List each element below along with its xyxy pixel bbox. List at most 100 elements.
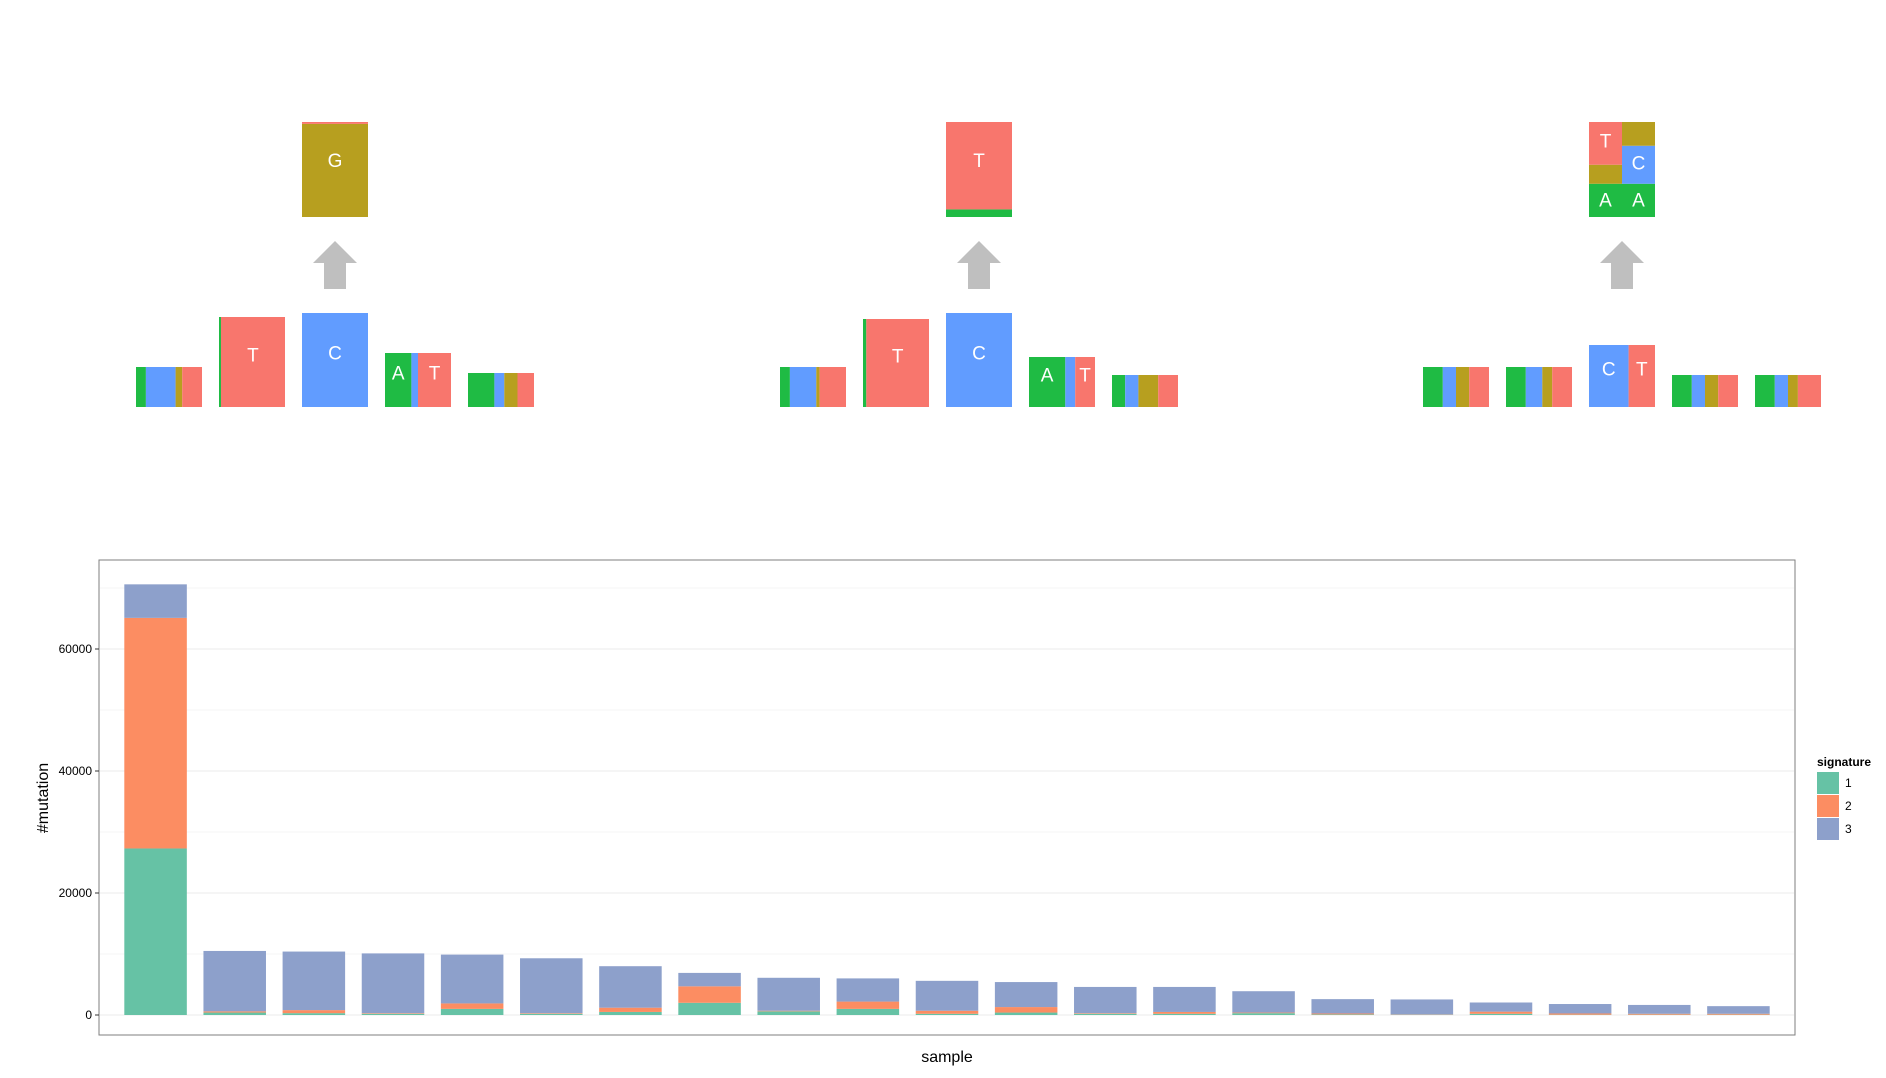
flank-base-T (1075, 357, 1095, 407)
arrow-up-icon (1600, 241, 1644, 289)
flank-base-A (136, 367, 146, 407)
bars (124, 584, 1770, 1015)
flank-base-A (863, 319, 867, 407)
bar-segment-signature-1 (124, 848, 187, 1015)
bar-segment-signature-2 (440, 1003, 504, 1009)
flank-base-label: T (892, 347, 904, 368)
bar-segment-signature-1 (1311, 1014, 1374, 1015)
flank-base-C (946, 313, 1012, 407)
flank-base-T (866, 319, 929, 407)
bar-segment-signature-1 (757, 1011, 820, 1015)
bar-segment-signature-3 (282, 951, 346, 1011)
flank-base-A (385, 353, 412, 407)
flank-base-C (1589, 345, 1629, 407)
flank-base-C (789, 367, 817, 407)
y-axis-ticks: 0 20000 40000 60000 (59, 642, 99, 1022)
center-base-T (302, 122, 368, 124)
bar-segment-signature-3 (1628, 1004, 1691, 1014)
bar-segment-signature-2 (757, 1010, 820, 1012)
flank-base-A (780, 367, 790, 407)
bar-segment-signature-3 (124, 584, 187, 618)
bar-segment-signature-1 (915, 1013, 979, 1015)
bar-segment-signature-3 (1311, 999, 1374, 1014)
flank-base-T (1797, 375, 1821, 407)
bar-segment-signature-2 (1074, 1013, 1137, 1014)
bar-segment-signature-1 (1232, 1013, 1295, 1015)
center-base-label: G (328, 151, 343, 172)
center-base-label: C (1632, 154, 1646, 175)
y-tick-label: 20000 (59, 886, 93, 900)
flank-base-label: T (1079, 366, 1091, 387)
bar-segment-signature-3 (1548, 1004, 1612, 1014)
flank-base-C (494, 373, 505, 407)
arrow-up-icon (313, 241, 357, 289)
flank-base-label: C (1602, 360, 1616, 381)
bar-segment-signature-3 (1707, 1006, 1770, 1014)
bar-segment-signature-3 (836, 978, 900, 1002)
flank-base-G (1788, 375, 1798, 407)
flank-base-G (175, 367, 183, 407)
flank-base-A (1112, 375, 1126, 407)
bar-segment-signature-1 (203, 1012, 266, 1015)
bar-segment-signature-3 (1390, 999, 1454, 1015)
center-base-label: A (1632, 191, 1645, 212)
center-base-G (1622, 122, 1655, 146)
flank-base-T (1628, 345, 1655, 407)
flank-base-G (1456, 367, 1470, 407)
bar-segment-signature-1 (520, 1013, 583, 1015)
flank-base-A (1423, 367, 1443, 407)
bar-segment-signature-2 (1311, 1013, 1374, 1015)
bar-segment-signature-3 (915, 980, 979, 1011)
flank-base-T (1552, 367, 1572, 407)
flank-base-C (411, 353, 418, 407)
legend-title: signature (1817, 755, 1871, 769)
mutation-bar-chart: 0 20000 40000 60000 sample #mutation signat… (35, 559, 1871, 1066)
flank-base-T (1158, 375, 1178, 407)
flank-base-T (418, 353, 451, 407)
bar-segment-signature-3 (520, 958, 583, 1014)
bar-segment-signature-2 (599, 1007, 662, 1012)
flank-base-A (1672, 375, 1692, 407)
signature-2-logo: T T C A T (780, 122, 1178, 407)
bar-segment-signature-2 (282, 1010, 346, 1014)
flank-base-label: C (972, 344, 986, 365)
flank-base-G (1138, 375, 1159, 407)
center-base-A (1589, 183, 1622, 217)
bar-segment-signature-3 (1469, 1002, 1533, 1012)
bar-segment-signature-1 (994, 1012, 1058, 1015)
plot-panel (98, 559, 1796, 1036)
bar-segment-signature-3 (440, 954, 504, 1004)
flank-base-G (816, 367, 820, 407)
bar-segment-signature-2 (361, 1013, 425, 1014)
center-base-T (1589, 122, 1622, 165)
bar-segment-signature-2 (678, 986, 741, 1003)
bar-segment-signature-1 (282, 1013, 346, 1015)
bar-segment-signature-3 (1232, 991, 1295, 1013)
flank-base-T (1469, 367, 1489, 407)
bar-segment-signature-1 (1469, 1013, 1533, 1015)
flank-base-C (1065, 357, 1076, 407)
x-axis-title: sample (921, 1049, 973, 1066)
bar-segment-signature-2 (1153, 1011, 1216, 1014)
bar-segment-signature-2 (1469, 1011, 1533, 1014)
flank-base-A (219, 317, 221, 407)
bar-segment-signature-1 (440, 1008, 504, 1015)
flank-base-C (1442, 367, 1456, 407)
bar-segment-signature-1 (361, 1013, 425, 1015)
center-base-A (946, 209, 1012, 217)
legend-label: 2 (1845, 799, 1852, 813)
bar-segment-signature-1 (1153, 1013, 1216, 1015)
legend-label: 3 (1845, 822, 1852, 836)
flank-base-label: A (392, 364, 405, 385)
bar-segment-signature-3 (994, 982, 1058, 1008)
legend-swatch-2 (1817, 795, 1839, 817)
center-base-label: T (973, 151, 985, 172)
bar-segment-signature-2 (124, 617, 187, 849)
bar-segment-signature-2 (203, 1011, 266, 1013)
arrow-up-icon (957, 241, 1001, 289)
y-tick-label: 60000 (59, 642, 93, 656)
bar-segment-signature-3 (1074, 986, 1137, 1014)
